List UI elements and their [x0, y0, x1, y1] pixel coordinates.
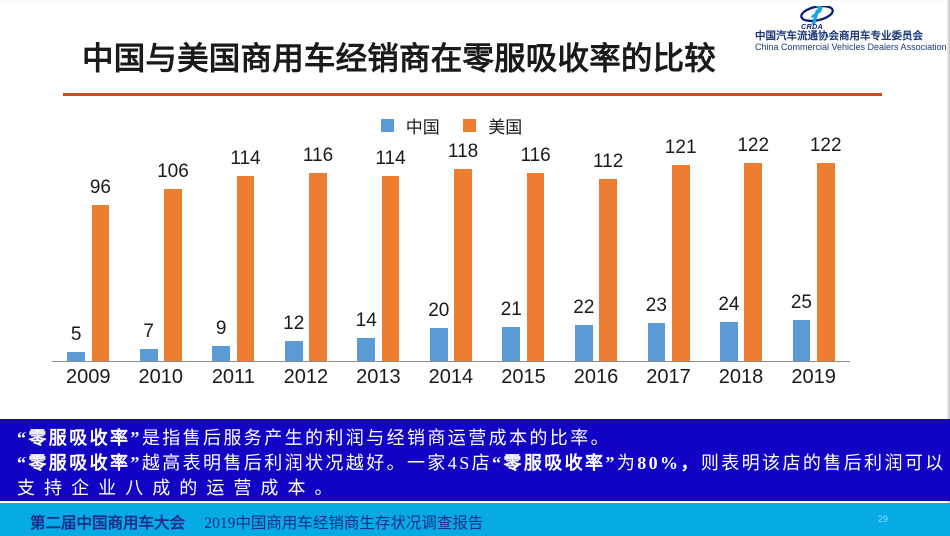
svg-text:中国汽车流通协会商用车专业委员会: 中国汽车流通协会商用车专业委员会	[755, 29, 923, 42]
svg-text:China Commercial Vehicles Deal: China Commercial Vehicles Dealers Associ…	[755, 42, 947, 52]
svg-text:CRDA: CRDA	[801, 22, 823, 31]
